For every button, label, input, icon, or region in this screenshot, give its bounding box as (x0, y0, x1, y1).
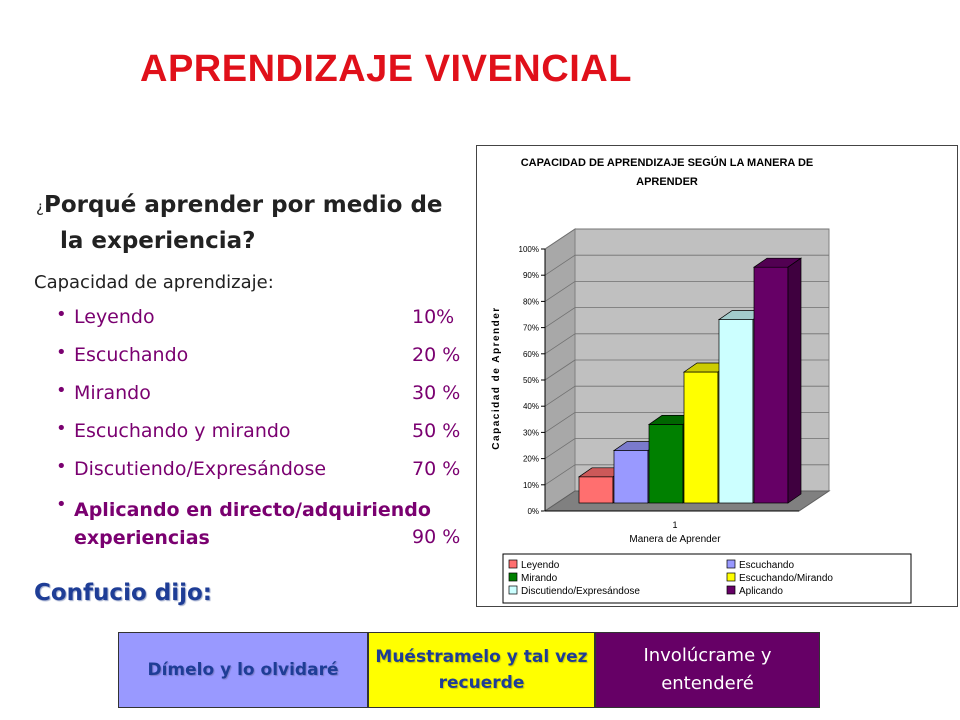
y-axis-label: Capacidad de Aprender (491, 306, 502, 449)
bar-front (613, 450, 649, 504)
y-tick-label: 80% (523, 297, 539, 306)
y-tick-label: 60% (523, 350, 539, 359)
list-item: • Aplicando en directo/adquiriendo experi… (56, 494, 476, 554)
y-tick-label: 50% (523, 376, 539, 385)
list-item: • Escuchando y mirando 50 % (56, 418, 476, 456)
item-label: Mirando (74, 382, 151, 404)
chart-title-line-1: CAPACIDAD DE APRENDIZAJE SEGÚN LA MANERA… (521, 156, 814, 169)
legend-swatch (508, 572, 518, 582)
bar-front (718, 319, 754, 504)
y-tick-label: 90% (523, 271, 539, 280)
gridline-side (544, 412, 576, 433)
x-axis-label: Manera de Aprender (629, 534, 721, 545)
item-percent: 20 % (412, 344, 461, 366)
gridline-side (544, 385, 576, 407)
gridline-side (544, 307, 576, 328)
item-label: Discutiendo/Expresándose (74, 458, 327, 480)
gridline-side (544, 464, 576, 486)
question: ¿Porqué aprender por medio de la experie… (36, 188, 466, 258)
legend-label: Aplicando (739, 586, 783, 597)
legend-box (502, 553, 912, 604)
gridline-side (544, 359, 576, 381)
item-label: Escuchando (74, 344, 189, 366)
bullet-icon: • (56, 380, 67, 401)
legend-swatch (508, 585, 518, 595)
legend-swatch (726, 585, 736, 595)
bar-side (787, 257, 802, 504)
bar-front (578, 476, 614, 504)
bar-front (648, 424, 684, 504)
bullet-icon: • (56, 342, 67, 363)
x-tick-label: 1 (672, 520, 677, 530)
y-tick-label: 100% (519, 245, 539, 254)
item-percent: 50 % (412, 420, 461, 442)
item-percent: 10% (412, 306, 455, 328)
item-percent: 70 % (412, 458, 461, 480)
legend-swatch (726, 572, 736, 582)
y-tick-label: 40% (523, 402, 539, 411)
list-item: • Discutiendo/Expresándose 70 % (56, 456, 476, 494)
question-line-1: Porqué aprender por medio de (43, 192, 443, 218)
gridline-side (544, 281, 576, 302)
bullet-icon: • (56, 304, 67, 325)
bullet-icon: • (56, 456, 67, 477)
y-tick-label: 70% (523, 324, 539, 333)
bullet-icon: • (56, 418, 67, 439)
item-label: Leyendo (74, 306, 155, 328)
slide-title: APRENDIZAJE VIVENCIAL (140, 48, 632, 90)
quote-show: Muéstramelo y tal vez recuerde (368, 632, 595, 708)
legend-label: Escuchando (739, 560, 794, 571)
gridline-side (544, 254, 576, 276)
question-mark-open: ¿ (36, 198, 44, 216)
y-tick-label: 20% (523, 455, 539, 464)
y-tick-label: 0% (527, 507, 539, 516)
y-tick-label: 10% (523, 481, 539, 490)
bullet-icon: • (56, 494, 67, 515)
list-item: • Mirando 30 % (56, 380, 476, 418)
question-line-2: la experiencia? (60, 228, 256, 254)
quote-involve: Involúcrame y entenderé (595, 632, 820, 708)
list-item: • Leyendo 10% (56, 304, 476, 342)
item-percent: 30 % (412, 382, 461, 404)
quote-text: Dímelo y lo olvidaré (147, 660, 339, 680)
legend-label: Mirando (521, 573, 558, 584)
quote-text: Muéstramelo y tal vez recuerde (375, 647, 588, 693)
bar-front (683, 371, 719, 504)
chart-panel: CAPACIDAD DE APRENDIZAJE SEGÚN LA MANERA… (476, 145, 958, 607)
item-label: Escuchando y mirando (74, 420, 291, 442)
y-tick-label: 30% (523, 428, 539, 437)
item-label: Aplicando en directo/adquiriendo experie… (74, 499, 431, 549)
chart-title-line-2: APRENDER (636, 176, 698, 188)
legend-label: Discutiendo/Expresándose (521, 586, 640, 597)
confucio-heading: Confucio dijo: (34, 580, 212, 606)
capacity-list: • Leyendo 10% • Escuchando 20 % • Mirando 30 %… (56, 304, 476, 554)
gridline-side (544, 438, 576, 459)
quote-tell: Dímelo y lo olvidaré (118, 632, 368, 708)
legend-swatch (726, 559, 736, 569)
item-percent: 90 % (412, 526, 461, 548)
gridline-side (544, 333, 576, 355)
list-item: • Escuchando 20 % (56, 342, 476, 380)
capacity-label: Capacidad de aprendizaje: (34, 272, 274, 293)
quote-text: Involúcrame y entenderé (643, 645, 772, 694)
bar-chart: CAPACIDAD DE APRENDIZAJE SEGÚN LA MANERA… (491, 156, 912, 604)
bar-front (753, 266, 789, 504)
legend-label: Leyendo (521, 560, 560, 571)
legend-label: Escuchando/Mirando (739, 573, 833, 584)
legend-swatch (508, 559, 518, 569)
gridline-side (544, 228, 576, 250)
